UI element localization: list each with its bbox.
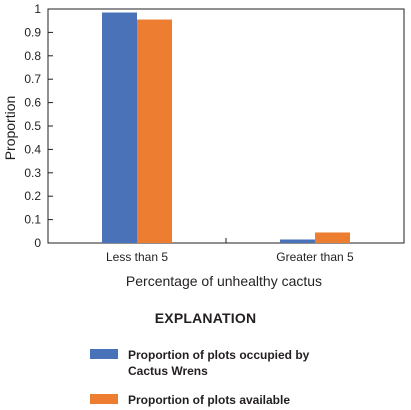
x-tick-label: Greater than 5 bbox=[276, 250, 354, 264]
plot-area: 0 0.1 0.2 0.3 0.4 0.5 0.6 0.7 0.8 0.9 1 Less than 5… bbox=[24, 2, 405, 264]
y-tick-label: 0.3 bbox=[24, 166, 41, 180]
y-tick-label: 0.2 bbox=[24, 189, 41, 203]
y-tick-label: 0.9 bbox=[24, 25, 41, 39]
bar bbox=[315, 232, 350, 243]
y-tick-label: 0.5 bbox=[24, 119, 41, 133]
bar bbox=[280, 239, 315, 243]
y-tick-label: 0.7 bbox=[24, 72, 41, 86]
y-tick-label: 0.6 bbox=[24, 96, 41, 110]
y-axis-label: Proportion bbox=[2, 96, 18, 161]
legend-label-line: Proportion of plots occupied by bbox=[128, 348, 310, 362]
y-tick-label: 1 bbox=[34, 2, 41, 16]
y-tick-label: 0.4 bbox=[24, 142, 41, 156]
bar-chart: 0 0.1 0.2 0.3 0.4 0.5 0.6 0.7 0.8 0.9 1 Less than 5… bbox=[2, 2, 405, 289]
y-tick-label: 0.8 bbox=[24, 49, 41, 63]
legend-title: EXPLANATION bbox=[154, 310, 257, 326]
y-tick-label: 0 bbox=[34, 236, 41, 250]
y-tick-label: 0.1 bbox=[24, 213, 41, 227]
legend-label-line: Cactus Wrens bbox=[128, 364, 208, 378]
legend-swatch-available bbox=[90, 394, 118, 404]
bar bbox=[137, 19, 172, 244]
plot-frame bbox=[47, 8, 405, 244]
legend-label-line: Proportion of plots available bbox=[128, 393, 291, 407]
bar bbox=[102, 12, 137, 244]
x-tick-label: Less than 5 bbox=[106, 250, 168, 264]
legend-label-available: Proportion of plots available bbox=[128, 392, 358, 408]
x-axis-label: Percentage of unhealthy cactus bbox=[126, 273, 322, 289]
legend-label-occupied: Proportion of plots occupied by Cactus W… bbox=[128, 347, 358, 379]
legend-swatch-occupied bbox=[90, 349, 118, 359]
